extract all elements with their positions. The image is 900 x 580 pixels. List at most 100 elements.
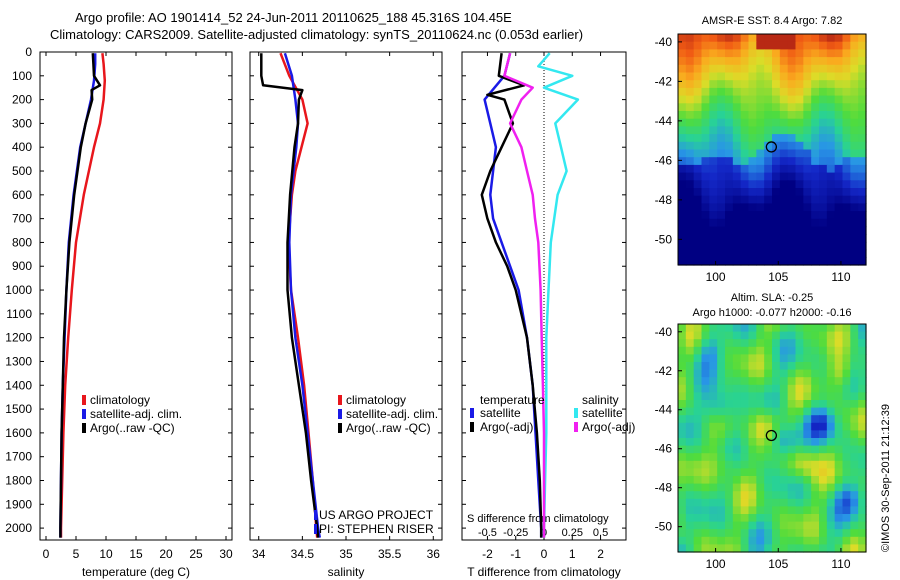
map-cell: [826, 226, 836, 235]
map-cell: [850, 506, 859, 515]
map-cell: [740, 407, 750, 416]
map-cell: [685, 369, 695, 378]
map-cell: [834, 369, 844, 378]
map-cell: [819, 377, 828, 386]
map-cell: [709, 476, 718, 485]
map-cell: [795, 157, 804, 166]
map-cell: [678, 354, 687, 363]
map-cell: [678, 430, 687, 439]
map-cell: [764, 445, 773, 454]
map-cell: [772, 41, 781, 50]
map-cell: [772, 72, 781, 81]
map-cell: [725, 103, 734, 112]
map-cell: [842, 203, 851, 212]
map-cell: [693, 536, 703, 545]
legend-swatch: [82, 395, 86, 405]
map-cell: [732, 103, 742, 112]
map-cell: [850, 118, 859, 127]
map-cell: [740, 377, 750, 386]
map-cell: [756, 34, 765, 43]
map-cell: [803, 111, 812, 120]
map-cell: [725, 430, 734, 439]
map-cell: [693, 438, 703, 447]
map-cell: [717, 445, 726, 454]
map-cell: [834, 438, 844, 447]
map-cell: [748, 72, 757, 81]
map-cell: [858, 324, 867, 333]
map-cell: [678, 438, 687, 447]
map-cell: [787, 354, 797, 363]
map-cell: [756, 422, 765, 431]
map-cell: [779, 392, 789, 401]
map-cell: [748, 111, 757, 120]
map-cell: [756, 180, 765, 189]
map-cell: [693, 180, 703, 189]
map-cell: [717, 157, 726, 166]
map-cell: [709, 346, 718, 355]
map-cell: [693, 422, 703, 431]
map-cell: [748, 536, 757, 545]
map-cell: [858, 422, 867, 431]
map-cell: [678, 331, 687, 340]
map-cell: [732, 172, 742, 181]
map-cell: [693, 346, 703, 355]
map-cell: [834, 514, 844, 523]
map-cell: [795, 249, 804, 258]
map-sst-field: [678, 34, 867, 266]
map-cell: [717, 407, 726, 416]
map-cell: [685, 506, 695, 515]
map-cell: [693, 491, 703, 500]
map-cell: [748, 498, 757, 507]
map-cell: [795, 407, 804, 416]
map-cell: [678, 483, 687, 492]
map-cell: [764, 180, 773, 189]
map-cell: [772, 483, 781, 492]
map-cell: [717, 126, 726, 135]
map-cell: [740, 392, 750, 401]
map-cell: [834, 180, 844, 189]
map-cell: [779, 157, 789, 166]
map-cell: [685, 407, 695, 416]
map-cell: [826, 377, 836, 386]
map-cell: [834, 80, 844, 89]
map-cell: [701, 438, 710, 447]
map-cell: [756, 226, 765, 235]
map-cell: [685, 422, 695, 431]
map-cell: [842, 34, 851, 43]
map-cell: [693, 476, 703, 485]
map-cell: [693, 331, 703, 340]
map-cell: [732, 476, 742, 485]
map-cell: [764, 324, 773, 333]
map-cell: [748, 400, 757, 409]
map-cell: [764, 422, 773, 431]
map-x-tick-label: 105: [768, 270, 788, 284]
legend-label: satellite-adj. clim.: [346, 407, 438, 421]
map-cell: [811, 195, 820, 204]
map-cell: [842, 346, 851, 355]
map-cell: [842, 498, 851, 507]
map-cell: [819, 118, 828, 127]
series-t-satellite: [483, 52, 543, 538]
map-cell: [732, 354, 742, 363]
map-cell: [732, 87, 742, 97]
map-cell: [709, 331, 718, 340]
map-cell: [787, 49, 797, 58]
map-cell: [740, 172, 750, 181]
map-cell: [858, 384, 867, 393]
map-cell: [685, 346, 695, 355]
map-cell: [819, 346, 828, 355]
map-cell: [834, 377, 844, 386]
map-cell: [779, 453, 789, 462]
map-cell: [725, 134, 734, 143]
map-cell: [772, 346, 781, 355]
map-cell: [811, 438, 820, 447]
map-cell: [842, 529, 851, 538]
map-cell: [819, 400, 828, 409]
map-cell: [834, 445, 844, 454]
map-cell: [850, 400, 859, 409]
map-cell: [795, 211, 804, 220]
map-cell: [772, 157, 781, 166]
map-cell: [858, 41, 867, 50]
map-cell: [803, 460, 812, 469]
map-cell: [811, 95, 820, 104]
